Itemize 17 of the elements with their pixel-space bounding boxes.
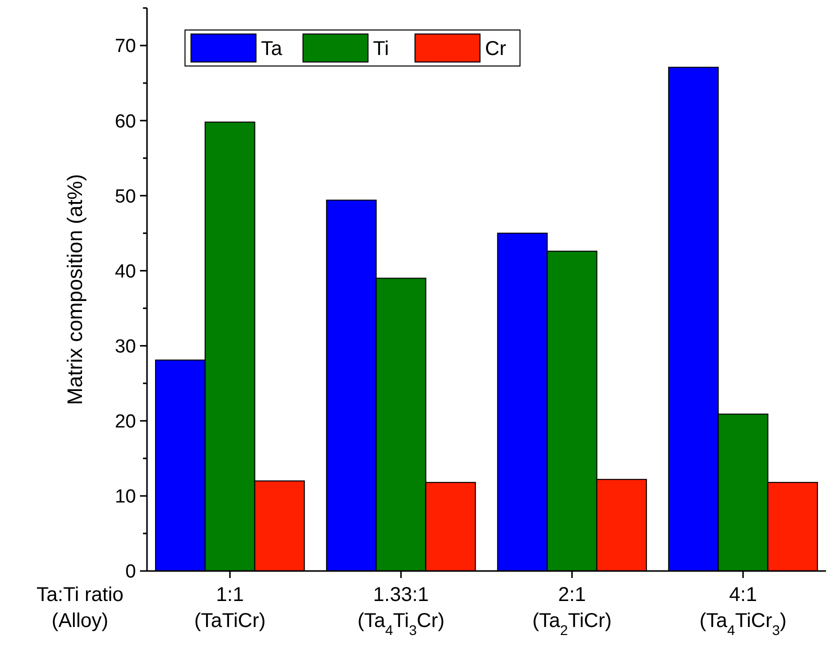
x-tick-label: 1:1 (TaTiCr) bbox=[194, 584, 266, 632]
y-tick-label: 0 bbox=[125, 562, 136, 583]
y-tick-label: 70 bbox=[114, 36, 136, 58]
x-axis-title: Ta:Ti ratio (Alloy) bbox=[36, 584, 124, 632]
y-tick-label: 30 bbox=[114, 336, 136, 358]
x-tick-label: 4:1 (Ta$_{4}$TiCr$_{3}$) bbox=[700, 584, 787, 638]
x-tick-label: 2:1 (Ta$_{2}$TiCr) bbox=[532, 584, 612, 638]
y-tick-label: 10 bbox=[114, 486, 136, 508]
y-tick-label: 60 bbox=[114, 111, 136, 132]
legend-label: Cr bbox=[485, 38, 506, 60]
legend-label: Ti bbox=[373, 38, 389, 60]
y-tick-label: 40 bbox=[114, 261, 136, 282]
legend-label: Ta bbox=[261, 38, 283, 60]
y-axis-title: Matrix composition (at%) bbox=[64, 174, 87, 406]
y-tick-label: 20 bbox=[114, 412, 136, 433]
x-tick-label: 1.33:1 (Ta$_{4}$Ti$_{3}$Cr) bbox=[357, 584, 445, 638]
y-tick-label: 50 bbox=[114, 186, 136, 208]
